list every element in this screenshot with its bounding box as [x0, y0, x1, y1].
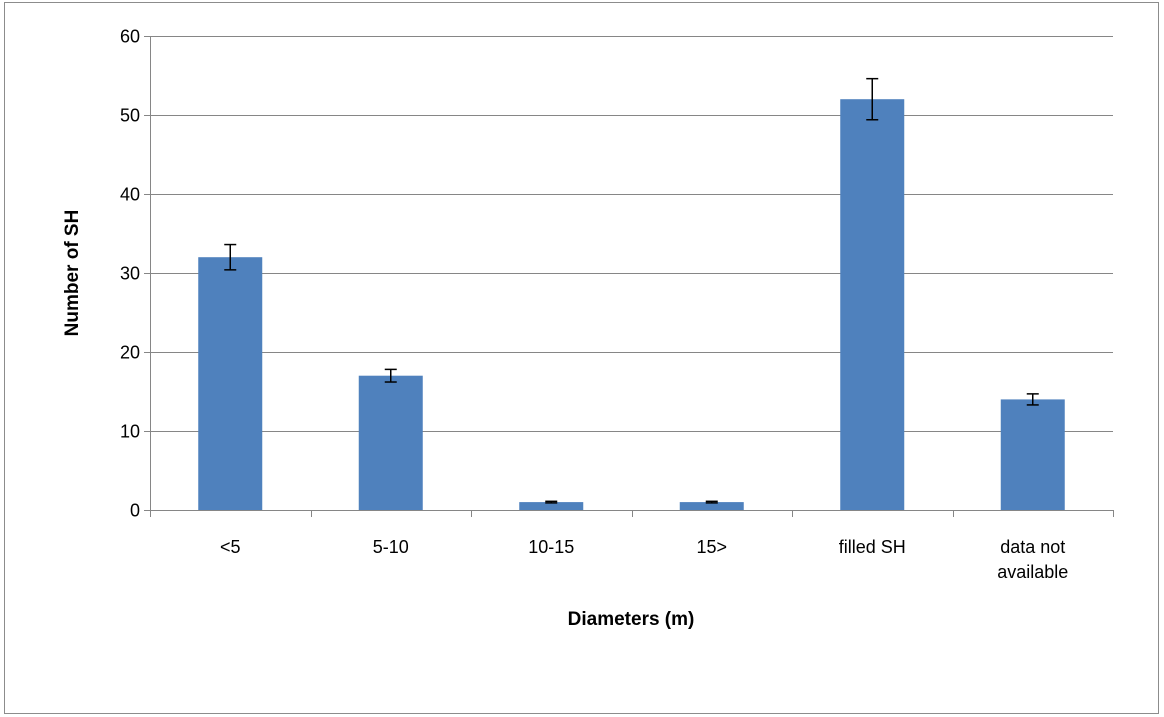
bar	[1000, 399, 1065, 510]
y-tick-label: 20	[120, 343, 140, 363]
x-tick-label-line: 15>	[696, 537, 727, 557]
x-tick-label: <5	[220, 537, 241, 557]
y-axis-title: Number of SH	[62, 210, 83, 337]
x-tick-label-line: data not	[1000, 537, 1065, 557]
y-tick-label: 40	[120, 185, 140, 205]
y-tick-label: 30	[120, 264, 140, 284]
x-tick-label: data not available	[997, 537, 1068, 582]
y-tick-label: 50	[120, 106, 140, 126]
bar	[519, 502, 584, 510]
gridlines	[150, 36, 1113, 432]
y-tick-label: 60	[120, 27, 140, 47]
bar	[198, 257, 263, 510]
bar	[840, 99, 905, 510]
x-tick-label-line: <5	[220, 537, 241, 557]
x-tick-label: 5-10	[373, 537, 409, 557]
x-tick-label-line: filled SH	[839, 537, 906, 557]
axes	[144, 36, 1114, 517]
bars	[198, 99, 1065, 510]
bar	[358, 375, 423, 510]
error-bars	[224, 77, 1039, 504]
x-tick-label-line: 5-10	[373, 537, 409, 557]
x-tick-label: 15>	[696, 537, 727, 557]
x-tick-label-line: available	[997, 562, 1068, 582]
x-tick-label-line: 10-15	[528, 537, 574, 557]
x-tick-label: 10-15	[528, 537, 574, 557]
x-axis-title: Diameters (m)	[568, 609, 695, 630]
bar	[679, 502, 744, 510]
tick-labels: 0 10 20 30 40 50 60 <5 5-10 10-15 15> filled SH data…	[120, 27, 1068, 583]
y-tick-label: 10	[120, 422, 140, 442]
y-tick-label: 0	[130, 501, 140, 521]
chart-frame	[4, 2, 1159, 714]
x-tick-label: filled SH	[839, 537, 906, 557]
